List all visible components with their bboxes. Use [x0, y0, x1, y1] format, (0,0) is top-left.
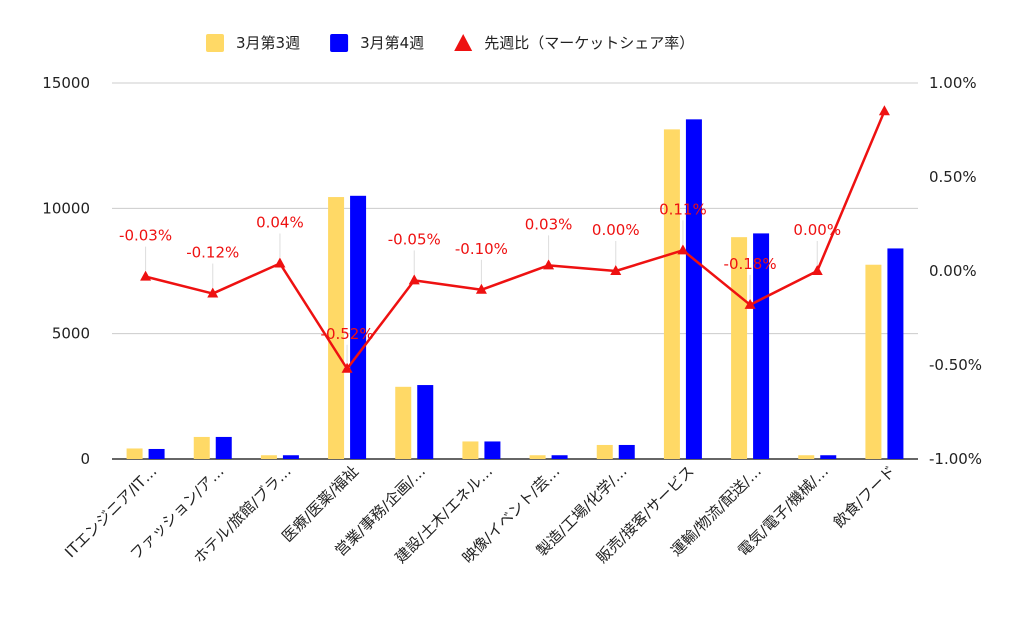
bar [663, 129, 680, 459]
line-point [341, 362, 353, 373]
data-label: 0.04% [256, 213, 304, 231]
bar [215, 436, 232, 459]
bar [462, 441, 479, 459]
legend-swatch [330, 34, 349, 52]
bar [328, 197, 345, 459]
y-left-tick-label: 15000 [42, 74, 90, 92]
line-point [140, 270, 152, 281]
bar [282, 455, 299, 459]
bar [260, 455, 277, 459]
legend-label: 先週比（マーケットシェア率） [484, 34, 694, 52]
bar [417, 385, 434, 459]
bar [753, 233, 770, 459]
bars-group [126, 119, 904, 460]
bar [596, 444, 613, 459]
data-label: -0.03% [119, 227, 172, 245]
data-label: 0.00% [592, 221, 640, 239]
bar [148, 448, 165, 459]
bar [350, 195, 367, 460]
bar [126, 448, 143, 459]
y-right-tick-label: 1.00% [929, 74, 977, 92]
gridlines [112, 82, 918, 460]
line-point [475, 283, 487, 294]
y-right-tick-label: 0.50% [929, 168, 977, 186]
data-label: -0.52% [321, 325, 374, 343]
y-left-tick-label: 10000 [42, 199, 90, 217]
line-point [408, 274, 420, 285]
bar [618, 444, 635, 459]
data-label: -0.18% [724, 255, 777, 273]
bar [798, 455, 815, 459]
bar [529, 455, 546, 459]
legend: 3月第3週 3月第4週 先週比（マーケットシェア率） [206, 34, 694, 52]
data-label: -0.10% [455, 240, 508, 258]
y-left-tick-label: 0 [80, 450, 90, 468]
legend-label: 3月第4週 [360, 34, 424, 52]
y-right-tick-label: -0.50% [929, 356, 982, 374]
line-point [274, 257, 286, 268]
x-tick-label: 飲食/フード [830, 462, 899, 531]
line-series-group: -0.03% -0.12% 0.04% -0.52% -0.05% -0.10% 0.03%… [119, 105, 890, 373]
legend-swatch [206, 34, 224, 52]
y-right-tick-label: 0.00% [929, 262, 977, 280]
data-label: -0.05% [388, 230, 441, 248]
y-left-tick-label: 5000 [52, 325, 90, 343]
line-series [145, 110, 886, 371]
bar [395, 386, 412, 459]
data-label: -0.12% [186, 244, 239, 262]
line-point [207, 287, 219, 298]
data-label: 0.00% [793, 221, 841, 239]
bar [685, 119, 702, 459]
bar [887, 248, 904, 459]
line-point [811, 265, 823, 275]
data-label: 0.03% [525, 215, 573, 233]
line-point [744, 298, 756, 309]
bar [865, 264, 882, 459]
line-point [878, 105, 890, 116]
bar [820, 455, 837, 459]
line-point [677, 244, 689, 255]
bar [551, 455, 568, 459]
line-point [610, 265, 622, 275]
data-label: 0.11% [659, 200, 707, 218]
y-right-tick-label: -1.00% [929, 450, 982, 468]
axes-group: 0 5000 10000 15000 -1.00% -0.50% 0.00% 0.50% 1.0… [42, 74, 982, 567]
legend-swatch [454, 34, 473, 51]
bar [484, 441, 501, 459]
line-point [543, 259, 555, 270]
legend-label: 3月第3週 [236, 34, 300, 52]
bar [193, 436, 210, 459]
